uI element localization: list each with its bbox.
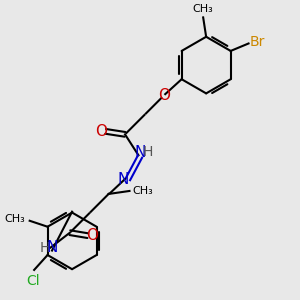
Text: H: H xyxy=(39,241,50,255)
Text: CH₃: CH₃ xyxy=(193,4,214,14)
Text: O: O xyxy=(95,124,107,139)
Text: N: N xyxy=(118,172,129,187)
Text: O: O xyxy=(86,228,98,243)
Text: N: N xyxy=(134,145,146,160)
Text: O: O xyxy=(158,88,170,103)
Text: CH₃: CH₃ xyxy=(4,214,25,224)
Text: Cl: Cl xyxy=(26,274,40,288)
Text: H: H xyxy=(143,145,153,159)
Text: CH₃: CH₃ xyxy=(133,186,153,196)
Text: Br: Br xyxy=(250,35,266,49)
Text: N: N xyxy=(46,240,58,255)
